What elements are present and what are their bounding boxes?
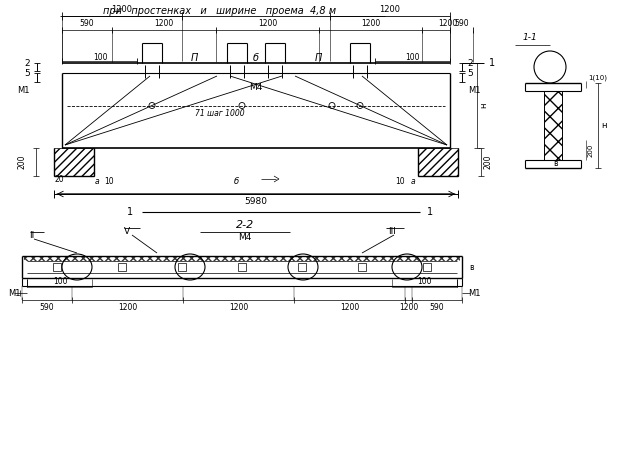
Text: М1: М1 (468, 86, 480, 95)
Text: 1(10): 1(10) (588, 75, 608, 81)
Text: 1: 1 (127, 207, 133, 217)
Text: 1: 1 (489, 58, 495, 68)
Text: а: а (411, 176, 415, 186)
Text: 5: 5 (467, 69, 473, 77)
Text: 1: 1 (427, 207, 433, 217)
Text: н: н (480, 103, 488, 108)
Text: М4: М4 (249, 83, 262, 92)
Text: М4: М4 (238, 232, 252, 242)
Text: П: П (190, 53, 198, 63)
Text: 1200: 1200 (361, 19, 380, 29)
Text: II: II (29, 231, 35, 239)
Text: б: б (233, 176, 239, 186)
Text: 100: 100 (93, 54, 107, 63)
Text: в: в (470, 263, 474, 271)
Text: 5: 5 (24, 69, 30, 77)
Text: III: III (388, 226, 396, 236)
Bar (544, 91, 562, 160)
Bar (358, 263, 366, 271)
Text: 200: 200 (588, 144, 594, 156)
Text: 2: 2 (24, 58, 30, 68)
Text: при   простенках   и   ширине   проема  4,8 м: при простенках и ширине проема 4,8 м (103, 6, 337, 16)
Text: 1200: 1200 (258, 19, 277, 29)
Text: 100: 100 (53, 276, 67, 286)
Text: 10: 10 (395, 176, 405, 186)
Text: 20: 20 (54, 175, 64, 184)
Text: 1200: 1200 (118, 304, 137, 313)
Bar (298, 263, 306, 271)
Bar (53, 263, 61, 271)
Text: 590: 590 (40, 304, 54, 313)
Text: 2-2: 2-2 (236, 220, 254, 230)
Text: 590: 590 (430, 304, 444, 313)
Text: 1200: 1200 (438, 19, 457, 29)
Text: V: V (124, 226, 130, 236)
Text: М1: М1 (468, 288, 480, 298)
Bar (178, 263, 186, 271)
Bar (418, 148, 458, 176)
Text: 1200: 1200 (379, 6, 401, 14)
Text: М1: М1 (17, 86, 30, 95)
Bar (118, 263, 126, 271)
Text: б: б (253, 53, 259, 63)
Text: 200: 200 (483, 155, 493, 169)
Text: 1-1: 1-1 (522, 33, 537, 43)
Text: 1200: 1200 (229, 304, 248, 313)
Text: 5980: 5980 (244, 196, 267, 206)
Text: П: П (314, 53, 322, 63)
Text: в: в (553, 159, 557, 169)
Text: 2: 2 (467, 58, 473, 68)
Bar (423, 263, 431, 271)
Text: 1200: 1200 (154, 19, 174, 29)
Text: 1200: 1200 (399, 304, 418, 313)
Text: а: а (95, 176, 100, 186)
Text: н: н (601, 121, 606, 130)
Text: 10: 10 (104, 176, 114, 186)
Text: 100: 100 (405, 54, 419, 63)
Bar (238, 263, 246, 271)
Text: 590: 590 (454, 19, 469, 29)
Text: 1200: 1200 (111, 6, 132, 14)
Bar (24, 256, 460, 261)
Text: 71 шаг 1000: 71 шаг 1000 (195, 109, 245, 118)
Bar (54, 148, 94, 176)
Text: 1200: 1200 (340, 304, 359, 313)
Text: 200: 200 (17, 155, 27, 169)
Text: М1: М1 (7, 288, 21, 298)
Text: 590: 590 (80, 19, 95, 29)
Text: 100: 100 (417, 276, 431, 286)
